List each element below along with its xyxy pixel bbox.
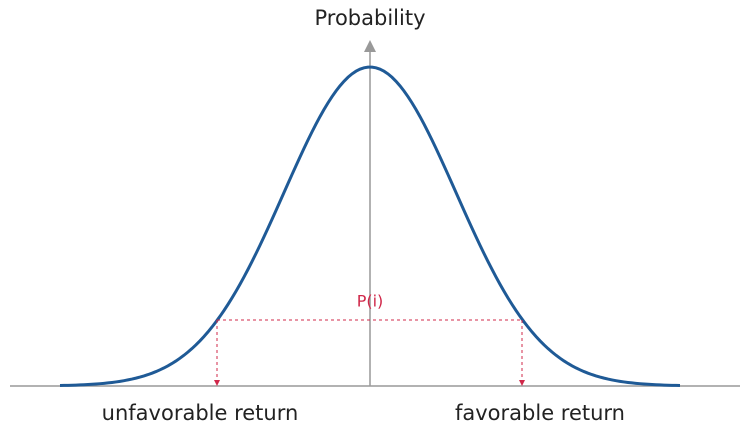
axis-label: Probability bbox=[314, 6, 425, 30]
left-label: unfavorable return bbox=[102, 401, 299, 425]
marker-label: P(i) bbox=[357, 292, 384, 311]
right-label: favorable return bbox=[455, 401, 625, 425]
bell-curve bbox=[59, 65, 681, 388]
